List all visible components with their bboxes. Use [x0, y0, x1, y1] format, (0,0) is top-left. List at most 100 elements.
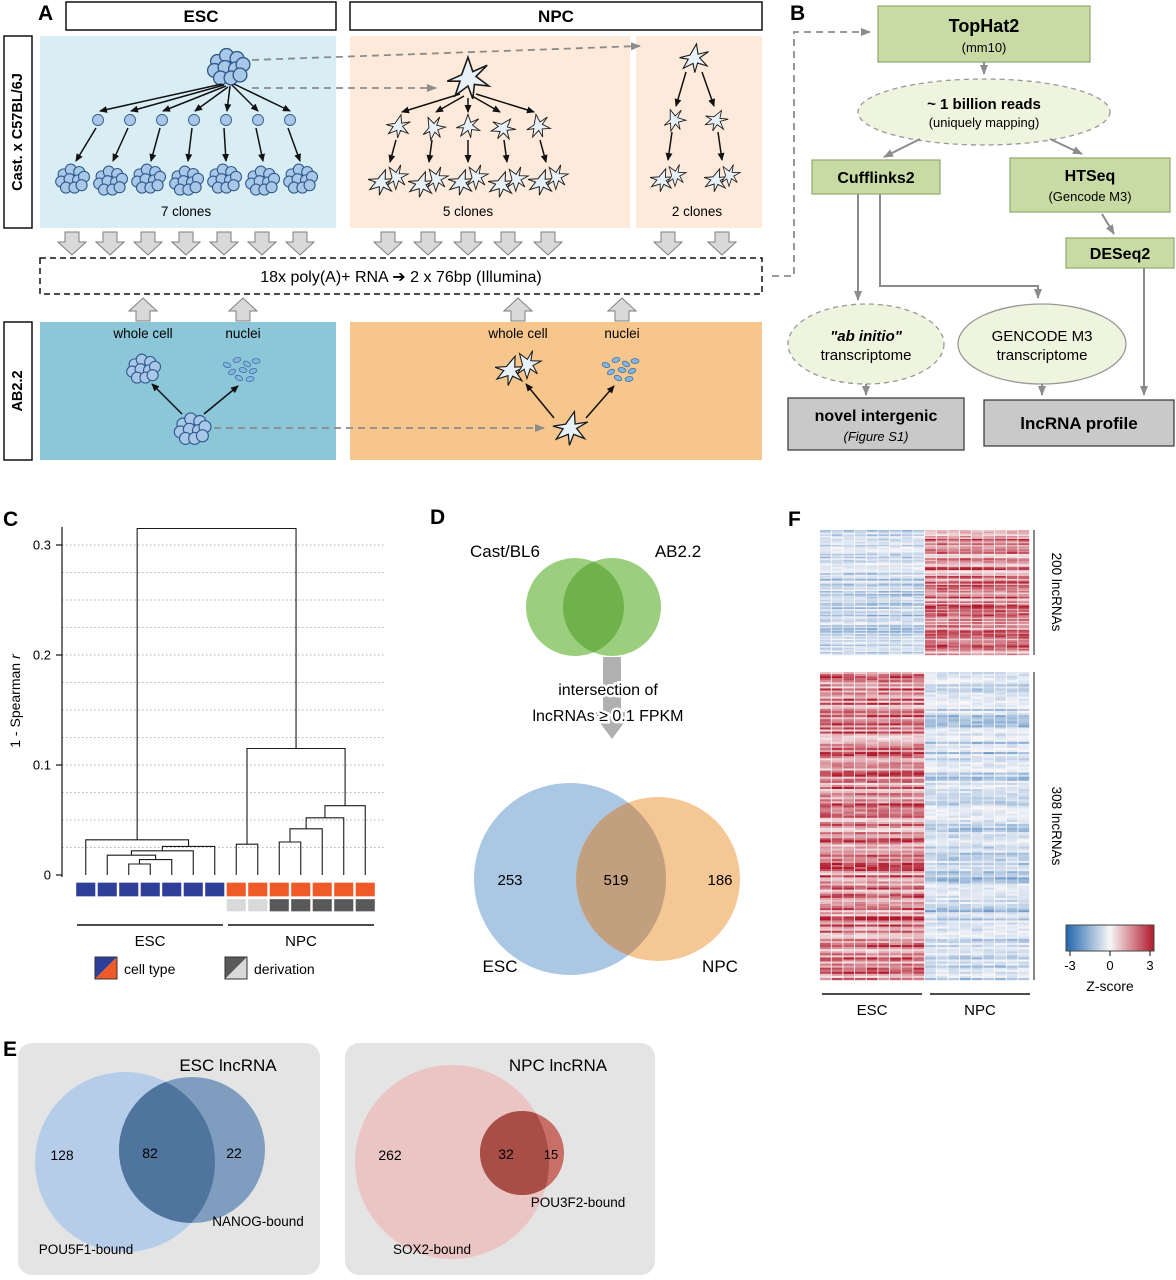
cufflinks2-box: [811, 159, 941, 195]
htseq-box: [1009, 157, 1171, 213]
htseq-to-deseq-arrow: [1101, 213, 1115, 235]
panel-label-c: C: [3, 508, 19, 531]
rna-collection-arrows-down: [57, 231, 737, 256]
esc-overlap-count: 82: [142, 1145, 158, 1161]
heatmap-308-lncrnas: [820, 672, 1030, 981]
novel-line2: (Figure S1): [843, 429, 908, 444]
intersection-text-1: intersection of: [558, 682, 658, 699]
heatmap-npc-label: NPC: [964, 1002, 996, 1019]
zscore-colorbar: [1065, 924, 1155, 952]
panel-d-venn: Cast/BL6 AB2.2 intersection of lncRNAs ≥…: [470, 542, 740, 976]
esc-npc-venn: [474, 783, 740, 975]
heatmap-esc-label: ESC: [857, 1002, 888, 1019]
svg-text:0.1: 0.1: [33, 758, 51, 773]
esc-clone-panel: [40, 36, 336, 228]
npc-lncrna-title: NPC lncRNA: [509, 1056, 608, 1075]
zscore-mid: 0: [1106, 958, 1113, 973]
svg-text:0: 0: [44, 868, 51, 883]
npc-header: NPC: [538, 7, 574, 26]
nanog-set-label: NANOG-bound: [212, 1214, 304, 1229]
gencode-line2: transcriptome: [997, 347, 1088, 364]
tophat2-label: TopHat2: [949, 16, 1020, 36]
venn-npc-label: NPC: [702, 957, 738, 976]
panel-c-dendrogram: 0 0.1 0.2 0.3 1 - Spearmanr ESC NPC cell ty…: [7, 527, 385, 980]
panel-b-pipeline: TopHat2 (mm10) ~ 1 billion reads (unique…: [772, 5, 1175, 451]
esc-fan-arrows: [99, 83, 291, 113]
y-axis-label: 1 - Spearmanr: [7, 653, 23, 748]
svg-text:0.3: 0.3: [33, 538, 51, 553]
esc-lncrna-title: ESC lncRNA: [179, 1056, 277, 1075]
derivation-legend-label: derivation: [254, 961, 315, 977]
abinitio-line2: transcriptome: [821, 347, 912, 364]
panel-label-f: F: [788, 508, 801, 531]
ab22-set-label: AB2.2: [655, 542, 701, 561]
panel-label-b: B: [790, 2, 806, 25]
panel-label-e: E: [3, 1038, 18, 1061]
intersection-down-arrow: [592, 657, 632, 739]
venn-esc-label: ESC: [483, 957, 518, 976]
deseq2-label: DESeq2: [1090, 246, 1151, 263]
npc-header-box: [349, 1, 763, 31]
heatmap2-row-label: 308 lncRNAs: [1049, 787, 1064, 866]
colorbar-ticks: [1069, 951, 1151, 956]
esc-subclone-cells: [92, 114, 296, 126]
rna-protocol-label: 18x poly(A)+ RNA ➔ 2 x 76bp (Illumina): [260, 269, 542, 286]
zscore-label: Z-score: [1086, 978, 1134, 994]
heatmap1-row-label: 200 lncRNAs: [1049, 553, 1064, 632]
npc2-clone-count: 2 clones: [672, 204, 723, 219]
ab22-label: AB2.2: [10, 370, 26, 411]
esc-clone-count: 7 clones: [161, 204, 212, 219]
novel-intergenic-box: [787, 397, 965, 451]
shared-count: 519: [603, 872, 628, 889]
reads-to-cufflinks-arrow: [883, 138, 921, 158]
nanog-only-count: 22: [226, 1145, 242, 1161]
panel-label-a: A: [38, 2, 54, 25]
esc-only-count: 253: [497, 872, 522, 889]
npc-fan-arrows: [401, 93, 535, 114]
y-axis-ticks: 0 0.1 0.2 0.3: [33, 538, 62, 883]
esc-nuclei-label: nuclei: [225, 326, 260, 341]
esc-to-wholecell-arrow: [151, 383, 183, 415]
esc-subclone-arrows: [75, 127, 301, 162]
tophat2-sub: (mm10): [962, 40, 1007, 55]
rna-collection-arrows-up: [128, 297, 637, 322]
npc-2clone-panel: [636, 36, 762, 228]
derivation-legend-swatch: [224, 956, 248, 980]
reads-line1: ~ 1 billion reads: [927, 96, 1041, 113]
reads-line2: (uniquely mapping): [929, 115, 1040, 130]
cufflinks-to-gencode-arrow: [879, 194, 1042, 299]
cast-strain-box: [3, 35, 33, 229]
heatmap-200-lncrnas: [820, 530, 1030, 656]
npc-only-count: 186: [707, 872, 732, 889]
celltype-legend-swatch: [94, 956, 118, 980]
green-venn: [526, 558, 661, 656]
htseq-sub: (Gencode M3): [1048, 189, 1131, 204]
novel-line1: novel intergenic: [815, 408, 938, 425]
esc-group-label: ESC: [135, 933, 166, 950]
npc2-arrows: [665, 71, 725, 161]
tophat2-box: [877, 5, 1091, 63]
npc-fraction-panel: [350, 322, 762, 460]
lncrna-profile-box: [983, 399, 1175, 447]
castbl6-set-label: Cast/BL6: [470, 542, 540, 561]
sox2-only-count: 262: [378, 1147, 402, 1163]
esc-whole-cell-label: whole cell: [112, 326, 172, 341]
rna-to-tophat-dashed-connector: [772, 28, 871, 277]
npc-subclone-arrows: [388, 139, 548, 163]
sox2-set-label: SOX2-bound: [393, 1242, 471, 1257]
pou3f2-only-count: 15: [544, 1147, 558, 1162]
pou3f2-set-label: POU3F2-bound: [531, 1195, 626, 1210]
abinitio-line1: "ab initio": [830, 328, 903, 345]
zscore-min: -3: [1064, 958, 1076, 973]
pou5f1-only-count: 128: [50, 1147, 74, 1163]
esc-tf-venn: [35, 1072, 265, 1252]
cast-strain-label: Cast. x C57BL/6J: [10, 73, 26, 191]
esc-to-2clone-dashed-arrow: [251, 42, 641, 61]
reads-to-htseq-arrow: [1049, 138, 1083, 155]
esc-header-box: [65, 1, 337, 31]
sample-annotation-squares: [74, 881, 377, 913]
dendrogram-gridlines: [62, 544, 385, 848]
esc-header: ESC: [184, 7, 219, 26]
gencode-line1: GENCODE M3: [992, 328, 1093, 345]
